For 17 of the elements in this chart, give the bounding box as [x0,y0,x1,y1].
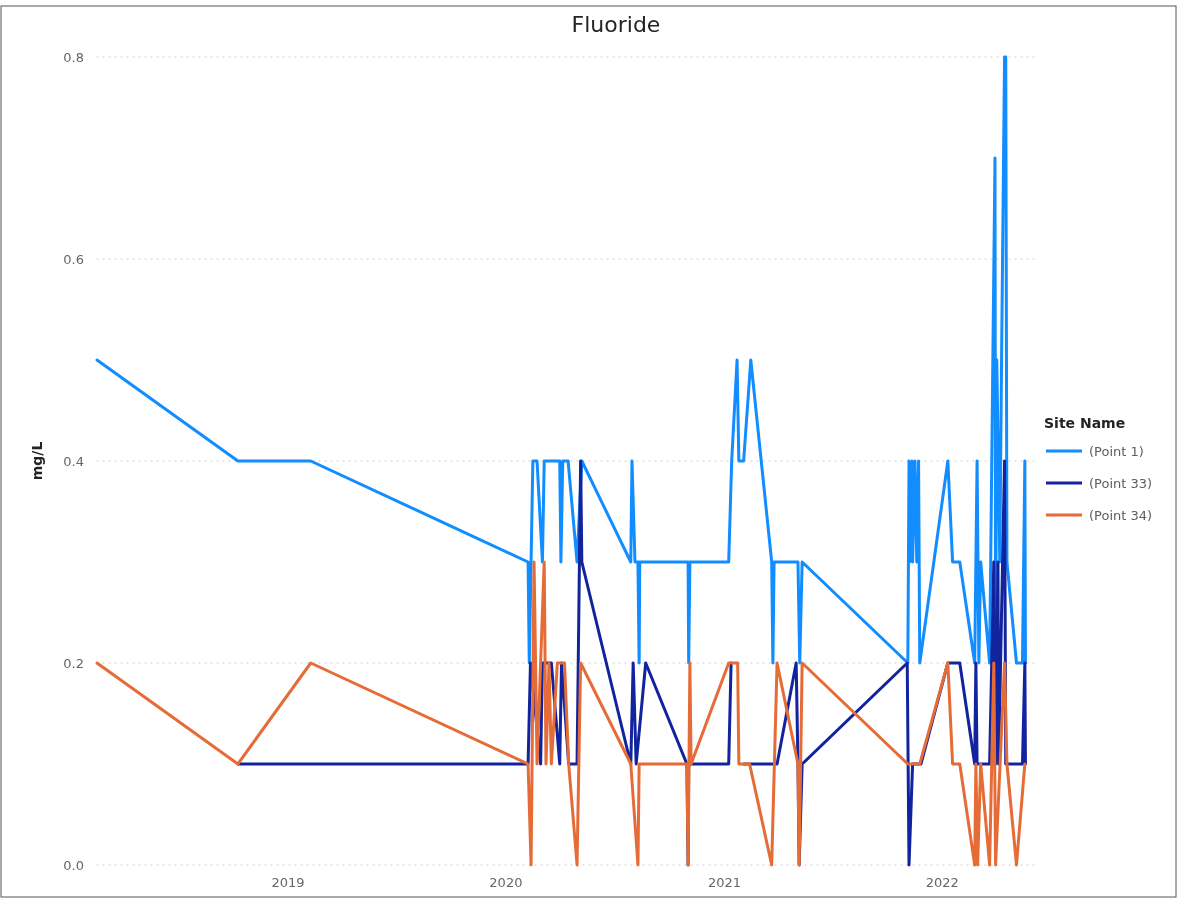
legend-label: (Point 33) [1089,476,1153,491]
y-tick-label: 0.0 [63,857,84,873]
y-tick-label: 0.6 [63,251,84,267]
x-tick-label: 2020 [489,875,523,891]
legend-label: (Point 1) [1089,444,1144,459]
line-series [95,55,1027,665]
legend-title: Site Name [1044,415,1126,431]
legend-label: (Point 34) [1089,508,1153,523]
chart-title: Fluoride [571,12,661,37]
y-axis-title: mg/L [29,441,45,481]
y-tick-label: 0.2 [63,655,84,671]
line-series [95,560,1027,867]
y-tick-label: 0.8 [63,49,84,65]
x-tick-label: 2022 [925,875,959,891]
y-tick-label: 0.4 [63,453,84,469]
x-tick-label: 2021 [707,875,741,891]
x-tick-label: 2019 [271,875,305,891]
